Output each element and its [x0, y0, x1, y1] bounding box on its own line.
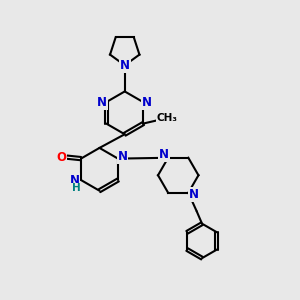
Text: H: H: [72, 183, 81, 193]
Text: N: N: [69, 173, 80, 187]
Text: N: N: [97, 96, 107, 109]
Text: N: N: [118, 150, 128, 163]
Text: N: N: [120, 59, 130, 72]
Text: O: O: [56, 151, 66, 164]
Text: N: N: [142, 96, 152, 109]
Text: N: N: [189, 188, 199, 201]
Text: N: N: [159, 148, 169, 161]
Text: CH₃: CH₃: [157, 113, 178, 124]
